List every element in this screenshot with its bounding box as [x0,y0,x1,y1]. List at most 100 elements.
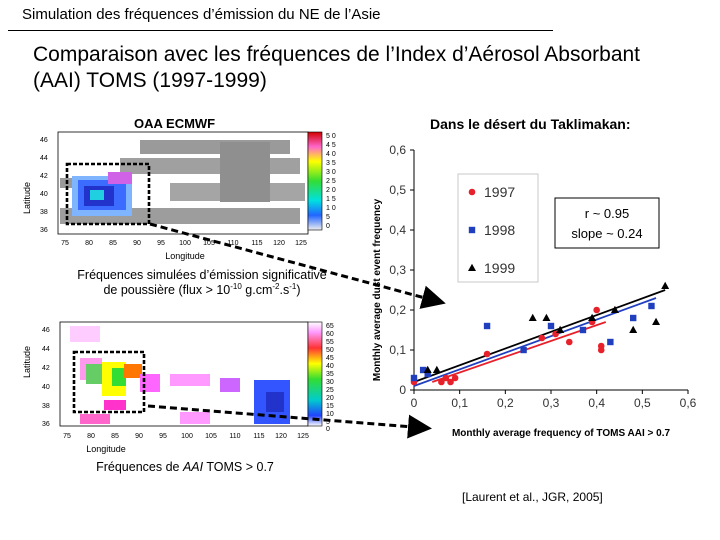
map-top-ytick: 38 [40,209,48,216]
map-bottom-xtick: 120 [275,433,287,440]
map-top-xtick: 85 [109,240,117,247]
scatter-stats-box: r ~ 0.95 slope ~ 0.24 [554,197,660,249]
map-bottom-taklimakan-box [72,350,146,414]
map-bottom-cbar-tick: 5 [326,419,330,426]
map-bottom-ytick: 40 [42,384,50,391]
map-top-cbar-tick: 5 0 [326,133,336,140]
map-top: Latitude 46 44 42 40 38 36 75 80 85 90 9… [22,131,309,261]
map-bottom-xtick: 90 [135,433,143,440]
map-bottom-ylabel: Latitude [22,346,32,378]
scatter-ytick-label: 0,5 [389,183,406,197]
scatter-point-1998 [630,314,637,322]
scatter-point-1997 [451,374,459,382]
map-top-ytick: 36 [40,227,48,234]
map-top-ytick: 44 [40,155,48,162]
scatter-point-1997 [442,374,450,382]
map-bottom-xtick: 80 [87,433,95,440]
scatter-point-1997 [438,378,445,386]
map-top-cbar-tick: 3 5 [326,160,336,167]
scatter-points [410,281,670,386]
scatter-point-1997 [538,334,546,342]
arrow-top-to-scatter [149,222,446,309]
map-bottom-xtick: 95 [159,433,167,440]
scatter-point-1998 [419,366,427,374]
map-bottom-cbar-tick: 10 [326,411,334,418]
scatter-ylabel: Monthly average dust event frequency [372,198,383,381]
map-top-xtick: 100 [179,240,191,247]
map-bottom-ytick: 42 [42,365,50,372]
map-bottom-cbar-tick: 55 [326,339,334,346]
map-bottom-caption: Fréquences de AAI TOMS > 0.7 [96,460,274,474]
scatter-r-value: r ~ 0.95 [585,206,629,221]
map-bottom-cbar-tick: 15 [326,403,334,410]
scatter-xtick-label: 0 [411,396,418,410]
scatter-y-ticks: 0 0,1 0,2 0,3 0,4 0,5 0,6 [389,143,414,397]
title-divider [8,30,553,31]
scatter-fit-line [413,297,657,387]
slide-subtitle: Comparaison avec les fréquences de l’Ind… [33,42,693,94]
subtitle-line-2: (AAI) TOMS (1997-1999) [33,69,267,92]
map-bottom-cbar-tick: 30 [326,379,334,386]
map-top-cbar-tick: 3 0 [326,169,336,176]
map-top-cbar-tick: 0 [326,223,330,230]
map-bottom-ytick: 44 [42,346,50,353]
scatter-point-1997 [565,338,573,346]
map-bottom-cbar-tick: 60 [326,331,334,338]
scatter-legend-marker [468,226,476,234]
map-bottom-frequency-grid [70,326,290,424]
map-top-colorbar: 5 0 4 5 4 0 3 5 3 0 2 5 2 0 1 5 1 0 5 0 [307,131,336,231]
scatter-ytick-label: 0,4 [389,223,406,237]
scatter-point-1999 [610,305,619,313]
map-top-xlabel: Longitude [165,251,205,261]
map-top-cbar-tick: 1 5 [326,196,336,203]
map-bottom-xtick: 100 [181,433,193,440]
scatter-ytick-label: 0,2 [389,303,406,317]
scatter-title: Dans le désert du Taklimakan: [430,116,631,132]
scatter-point-1997 [483,350,491,358]
scatter-xlabel: Monthly average frequency of TOMS AAI > … [452,428,671,439]
scatter-point-1999 [432,365,441,373]
map-top-xtick: 125 [295,240,307,247]
map-bottom-cbar-tick: 0 [326,426,330,432]
map-bottom-ytick: 36 [42,421,50,428]
arrow-bottom-to-scatter [147,404,432,439]
map-top-cbar-tick: 2 0 [326,187,336,194]
scatter-fit-line [431,321,607,383]
scatter-point-1998 [607,338,614,346]
map-top-caption: Fréquences simulées d’émission significa… [52,268,352,297]
map-bottom-cbar-tick: 20 [326,395,334,402]
map-bottom-cbar-tick: 40 [326,363,334,370]
scatter-point-1999 [423,365,432,373]
scatter-point-1999 [629,325,638,333]
map-top-ytick: 40 [40,191,48,198]
scatter-point-1998 [648,302,655,310]
scatter-point-1999 [588,313,597,321]
map-bottom-colorbar: 65 60 55 50 45 40 35 30 25 20 15 10 5 0 [307,321,334,432]
scatter-legend-marker [468,263,476,271]
map-bottom-cbar-tick: 45 [326,355,334,362]
map-top-xtick: 95 [157,240,165,247]
map-bottom-xtick: 115 [253,433,264,440]
scatter-ytick-label: 0,6 [389,143,406,157]
map-bottom-xtick: 75 [63,433,71,440]
map-bottom-cbar-tick: 25 [326,387,334,394]
map-bottom-ytick: 38 [42,403,50,410]
scatter-point-1998 [410,374,418,382]
map-top-y-ticks: 46 44 42 40 38 36 [40,137,48,234]
scatter-point-1999 [556,325,565,333]
map-bottom-xtick: 125 [297,433,309,440]
scatter-plot: Monthly average dust event frequency Mon… [372,143,697,439]
map-bottom-ytick: 46 [42,327,50,334]
scatter-point-1999 [528,313,537,321]
scatter-xtick-label: 0,2 [497,396,514,410]
scatter-ytick-label: 0,1 [389,343,406,357]
map-top-cbar-tick: 1 0 [326,205,336,212]
scatter-xtick-label: 0,3 [543,396,560,410]
scatter-point-1997 [447,378,454,386]
scatter-point-1998 [483,322,491,330]
scatter-xtick-label: 0,6 [680,396,697,410]
map-top-xtick: 105 [203,240,215,247]
map-top-x-ticks: 75 80 85 90 95 100 105 110 115 120 125 [61,240,307,247]
map-top-ylabel: Latitude [22,182,32,214]
